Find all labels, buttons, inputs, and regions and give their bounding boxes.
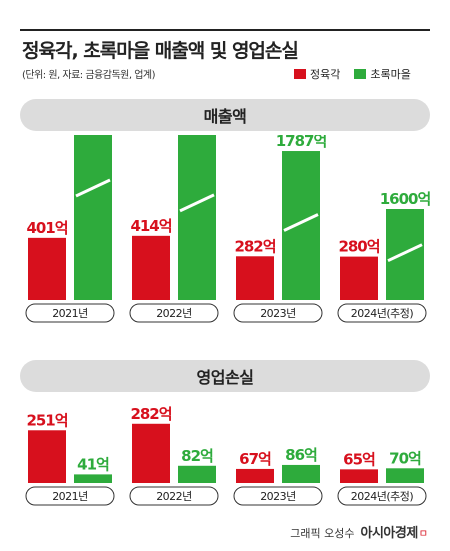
data-label: 251억: [26, 411, 67, 429]
source-note: (단위: 원, 자료: 금융감독원, 업계): [22, 70, 156, 81]
category-label: 2023년: [260, 307, 296, 320]
data-label: 82억: [181, 447, 213, 465]
chart-title: 정육각, 초록마을 매출액 및 영업손실: [22, 40, 299, 62]
data-label: 70억: [389, 449, 421, 467]
category-pill: [233, 486, 323, 506]
category-pill: [25, 303, 115, 323]
data-label: 401억: [26, 219, 67, 237]
bar-jeongyukgak: [132, 423, 170, 483]
data-label: 1787억: [276, 135, 327, 150]
category-label: 2022년: [156, 307, 192, 320]
category-pill: [337, 303, 427, 323]
bar-choroktown: [282, 151, 320, 300]
category-label: 2022년: [156, 490, 192, 503]
legend-swatch-green: [354, 69, 367, 79]
category-label: 2024년(추정): [351, 490, 414, 503]
axis-break-mark: [75, 178, 111, 198]
axis-break-mark: [387, 243, 423, 263]
bar-choroktown: [74, 474, 112, 483]
legend-label: 정육각: [310, 68, 341, 81]
category-pill: [337, 486, 427, 506]
data-label: 1600억: [380, 190, 431, 208]
legend-label: 초록마을: [370, 68, 411, 81]
category-pill: [129, 303, 219, 323]
brand-logo: 아시아경제: [360, 526, 418, 541]
category-label: 2024년(추정): [351, 307, 414, 320]
bar-jeongyukgak: [340, 256, 378, 300]
data-label: 414억: [130, 217, 171, 235]
category-pill: [233, 303, 323, 323]
credit: 그래픽 오성수 아시아경제 ㅁ: [290, 522, 428, 541]
bar-choroktown: [282, 464, 320, 483]
bar-jeongyukgak: [236, 256, 274, 300]
axis-break-mark: [179, 193, 215, 213]
data-label: 41억: [77, 455, 109, 473]
credit-text: 그래픽 오성수: [290, 527, 355, 540]
category-label: 2021년: [52, 490, 88, 503]
revenue-chart: 401억2001억2021년414억1909억2022년282억1787억202…: [25, 135, 431, 323]
category-label: 2023년: [260, 490, 296, 503]
section-header-operating-loss: 영업손실: [20, 360, 430, 392]
category-pill: [129, 486, 219, 506]
bar-choroktown: [386, 209, 424, 300]
bar-jeongyukgak: [28, 430, 66, 483]
category-label: 2021년: [52, 307, 88, 320]
data-label: 86억: [285, 446, 317, 464]
data-label: 282억: [130, 405, 171, 423]
bar-jeongyukgak: [132, 235, 170, 300]
data-label: 65억: [343, 450, 375, 468]
bar-jeongyukgak: [236, 468, 274, 483]
data-label: 280억: [338, 238, 379, 256]
legend: 정육각 초록마을: [294, 66, 425, 82]
bar-choroktown: [386, 468, 424, 483]
legend-item-choroktown: 초록마을: [354, 66, 411, 82]
title-rule: [20, 29, 430, 31]
category-pill: [25, 486, 115, 506]
bar-choroktown: [74, 135, 112, 300]
data-label: 282억: [234, 237, 275, 255]
bar-jeongyukgak: [340, 469, 378, 483]
bar-choroktown: [178, 465, 216, 483]
axis-break-mark: [283, 213, 319, 232]
section-header-revenue: 매출액: [20, 99, 430, 131]
bar-jeongyukgak: [28, 237, 66, 300]
legend-swatch-red: [294, 69, 306, 79]
legend-item-jeongyukgak: 정육각: [294, 66, 340, 82]
brand-mark-icon: ㅁ: [418, 529, 428, 540]
data-label: 67억: [239, 450, 271, 468]
operating-loss-chart: 251억 41억 2021년 282억 82억 2022년 67억 86억 2023년 65억 70…: [25, 405, 427, 506]
bar-choroktown: [178, 135, 216, 301]
